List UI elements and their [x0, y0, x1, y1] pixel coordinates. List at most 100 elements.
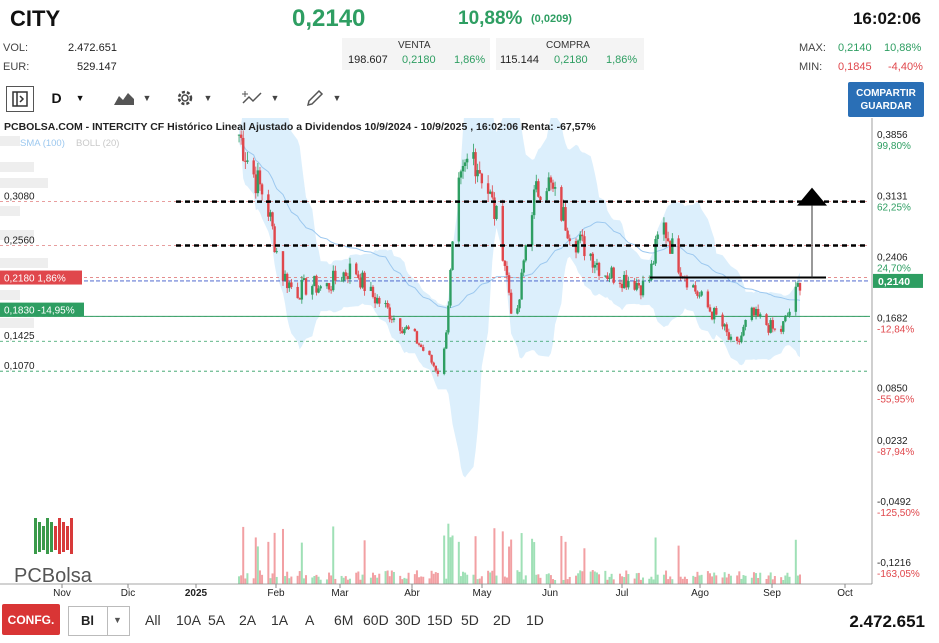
volume-bar [535, 574, 538, 584]
volume-bar [359, 579, 362, 584]
candle-body [742, 326, 745, 336]
sma-line [238, 134, 801, 309]
candle-body [313, 275, 316, 287]
volume-bar [608, 576, 611, 584]
volume-bar [721, 577, 724, 584]
range-button-15d[interactable]: 15D [427, 612, 453, 628]
volume-bar [575, 575, 578, 584]
indicators-selector[interactable]: ▼ [236, 84, 284, 112]
volume-bar [598, 574, 601, 584]
volume-bar [698, 575, 701, 584]
candle-body [332, 270, 335, 291]
volume-bar [618, 573, 621, 584]
vol-label: VOL: [3, 42, 29, 54]
candle-body [296, 286, 299, 299]
mode-select[interactable]: Bl ▼ [68, 606, 130, 636]
volume-bar [261, 574, 264, 584]
range-button-all[interactable]: All [145, 612, 161, 628]
candle-body [369, 286, 373, 292]
range-button-2a[interactable]: 2A [239, 612, 257, 628]
candle-body [604, 275, 607, 277]
range-button-2d[interactable]: 2D [493, 612, 511, 628]
range-button-1d[interactable]: 1D [526, 612, 544, 628]
right-axis-pct: -163,05% [877, 569, 920, 580]
x-tick-label: Oct [837, 588, 853, 599]
compra-price: 0,2180 [554, 54, 588, 66]
candle-body [269, 212, 272, 217]
settings-selector[interactable]: ▼ [170, 84, 216, 112]
volume-bar [606, 579, 609, 584]
area-chart-icon [113, 93, 134, 105]
candle-body [325, 283, 329, 287]
volume-bar [713, 572, 716, 584]
volume-bar [552, 579, 555, 584]
candle-body [723, 324, 726, 327]
volume-bar [244, 578, 247, 584]
candle-body [304, 278, 308, 295]
volume-bar [459, 576, 462, 584]
legend-boll: BOLL (20) [76, 138, 119, 149]
candle-body [576, 240, 580, 253]
right-axis-price: 0,2406 [877, 252, 908, 263]
range-button-6m[interactable]: 6M [334, 612, 354, 628]
indicators-icon [241, 91, 262, 104]
candle-body [798, 283, 802, 291]
logo-bar [38, 522, 41, 552]
period-selector[interactable]: D ▼ [48, 84, 88, 112]
volume-bar [725, 577, 728, 584]
venta-box [342, 38, 490, 70]
volume-bar [711, 576, 714, 584]
volume-bar [342, 577, 345, 584]
volume-bar [625, 570, 628, 584]
max-price: 0,2140 [838, 42, 872, 54]
range-button-1a[interactable]: 1A [271, 612, 289, 628]
range-button-5a[interactable]: 5A [208, 612, 226, 628]
share-save-button[interactable]: COMPARTIR GUARDAR [848, 82, 924, 117]
volume-bar [317, 576, 320, 584]
candle-body [589, 253, 592, 257]
candle-body [422, 347, 425, 351]
range-button-5d[interactable]: 5D [461, 612, 479, 628]
chart-type-selector[interactable]: ▼ [110, 84, 154, 112]
pencil-icon [306, 89, 323, 107]
volume-bar [593, 571, 596, 584]
candle-body [355, 263, 358, 275]
chevron-down-icon: ▼ [113, 615, 122, 625]
volume-bar [727, 573, 730, 584]
volume-bar [300, 542, 303, 584]
venta-pct: 1,86% [454, 54, 486, 66]
range-button-60d[interactable]: 60D [363, 612, 389, 628]
volume-bar [401, 579, 404, 584]
sidebar-toggle-icon[interactable] [6, 86, 34, 112]
candle-body [698, 295, 701, 297]
logo-bar [58, 518, 61, 554]
volume-bar [656, 574, 659, 584]
volume-bar [662, 574, 665, 584]
candle-body [319, 286, 322, 289]
config-button[interactable]: CONFG. [2, 604, 60, 635]
volume-bar [405, 578, 408, 584]
volume-profile-bar [0, 136, 20, 146]
range-button-30d[interactable]: 30D [395, 612, 421, 628]
volume-bar [642, 577, 645, 584]
candle-body [428, 350, 431, 355]
volume-bar [669, 576, 672, 584]
candle-body [756, 308, 760, 317]
range-button-10a[interactable]: 10A [176, 612, 201, 628]
volume-bar [436, 572, 439, 584]
drawing-tools-selector[interactable]: ▼ [300, 84, 346, 112]
volume-bar [273, 532, 276, 584]
vol-value: 2.472.651 [68, 42, 117, 54]
chevron-down-icon: ▼ [75, 93, 85, 103]
range-button-a[interactable]: A [305, 612, 315, 628]
volume-profile-bar [0, 258, 48, 268]
right-axis-pct: -12,84% [877, 325, 914, 336]
volume-bar [388, 576, 391, 584]
volume-bar [742, 575, 745, 584]
volume-bar [650, 576, 653, 584]
candle-body [476, 170, 479, 177]
x-tick-label: Mar [331, 588, 349, 599]
candle-body [518, 299, 521, 309]
volume-bar [246, 573, 249, 584]
